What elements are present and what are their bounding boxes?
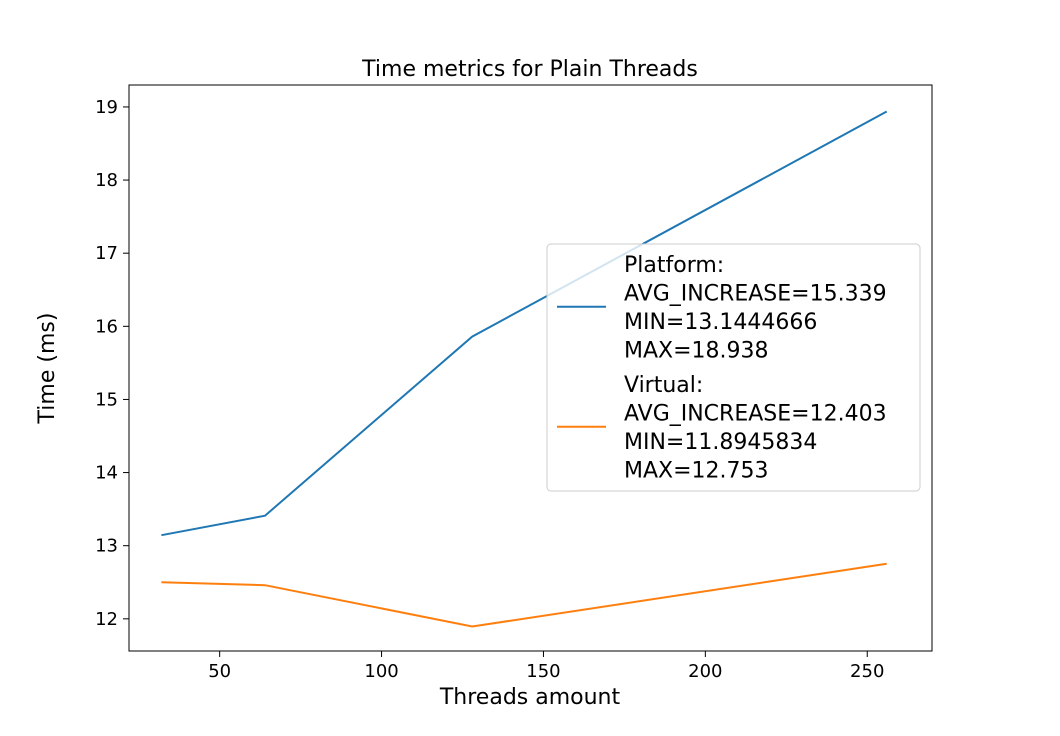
y-axis-label: Time (ms) (35, 313, 60, 425)
y-tick-label-7: 19 (95, 97, 118, 118)
legend-label-line: Platform: (624, 253, 724, 278)
legend-label-line: Virtual: (624, 373, 703, 398)
y-tick-label-2: 14 (95, 463, 118, 484)
legend-box (546, 243, 921, 492)
y-tick-label-5: 17 (95, 243, 118, 264)
plot-area (161, 110, 888, 628)
x-tick-label-0: 50 (208, 661, 231, 682)
x-tick-label-3: 200 (688, 661, 722, 682)
legend-label-0: Platform: AVG_INCREASE=15.339 MIN=13.14446… (624, 253, 887, 364)
chart-title: Time metrics for Plain Threads (361, 57, 698, 82)
y-axis: 12 13 14 15 16 17 18 19 (95, 97, 129, 630)
y-tick-label-3: 15 (95, 389, 118, 410)
legend-label-line: MIN=11.8945834 (624, 430, 817, 455)
x-tick-label-2: 150 (526, 661, 560, 682)
legend-label-line: MAX=12.753 (624, 459, 769, 484)
legend: Platform: AVG_INCREASE=15.339 MIN=13.14446… (546, 243, 921, 492)
legend-label-line: MAX=18.938 (624, 339, 769, 364)
plot-frame (128, 84, 933, 652)
y-tick-label-4: 16 (95, 316, 118, 337)
legend-label-line: AVG_INCREASE=12.403 (624, 402, 887, 427)
series-line-1 (161, 562, 887, 628)
x-tick-label-1: 100 (364, 661, 398, 682)
x-axis-label: Threads amount (439, 685, 621, 710)
legend-label-line: MIN=13.1444666 (624, 310, 817, 335)
y-tick-label-6: 18 (95, 170, 118, 191)
legend-label-line: AVG_INCREASE=15.339 (624, 282, 887, 307)
x-axis: 50 100 150 200 250 (208, 651, 884, 682)
x-tick-label-4: 250 (850, 661, 884, 682)
series-line-0 (161, 110, 888, 537)
legend-label-1: Virtual: AVG_INCREASE=12.403 MIN=11.894583… (624, 373, 887, 484)
y-tick-label-0: 12 (95, 609, 118, 630)
y-tick-label-1: 13 (95, 536, 118, 557)
